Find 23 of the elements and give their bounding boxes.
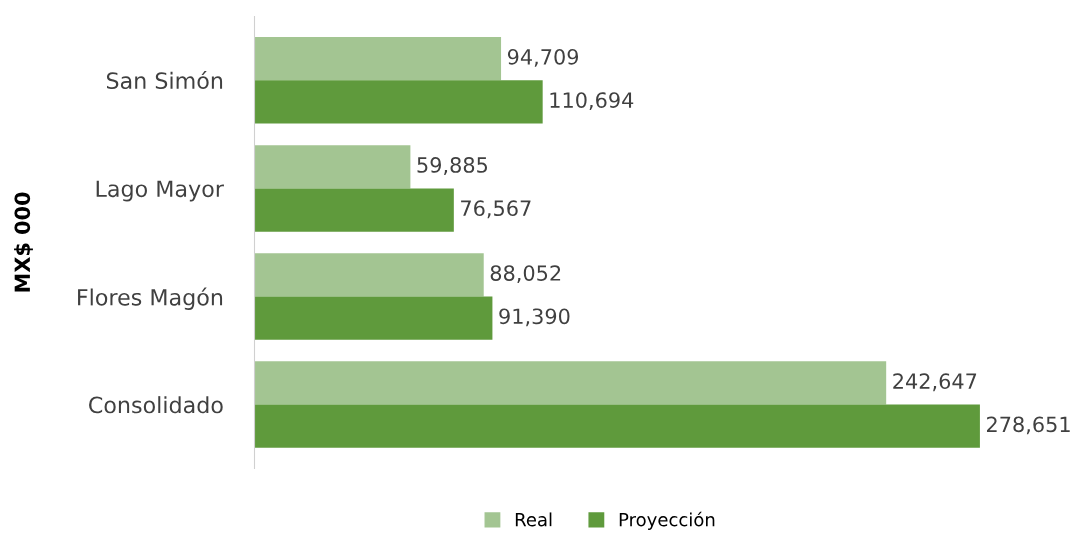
y-tick-label: Lago Mayor [96,180,224,202]
bar [254,404,980,448]
data-label: 91,390 [499,308,570,327]
bar [254,253,484,297]
data-label: 59,885 [417,157,488,175]
bar [254,80,543,124]
bar [254,37,502,81]
y-tick-label: Consolidado [89,396,223,414]
bar [254,361,887,405]
data-label: 88,052 [490,265,561,284]
data-label: 110,694 [550,92,634,111]
bar [254,145,411,189]
y-tick-label: San Simón [106,70,223,90]
bar [254,296,493,340]
y-axis-title: MX$ 000 [14,192,33,292]
legend-label: Proyección [619,511,715,530]
legend-label: Real [515,512,552,527]
data-label: 242,647 [893,373,977,392]
data-label: 76,567 [461,200,531,219]
bar [254,188,454,232]
y-tick-label: Flores Magón [78,287,223,310]
data-label: 278,651 [986,416,1070,435]
data-label: 94,709 [507,48,579,67]
